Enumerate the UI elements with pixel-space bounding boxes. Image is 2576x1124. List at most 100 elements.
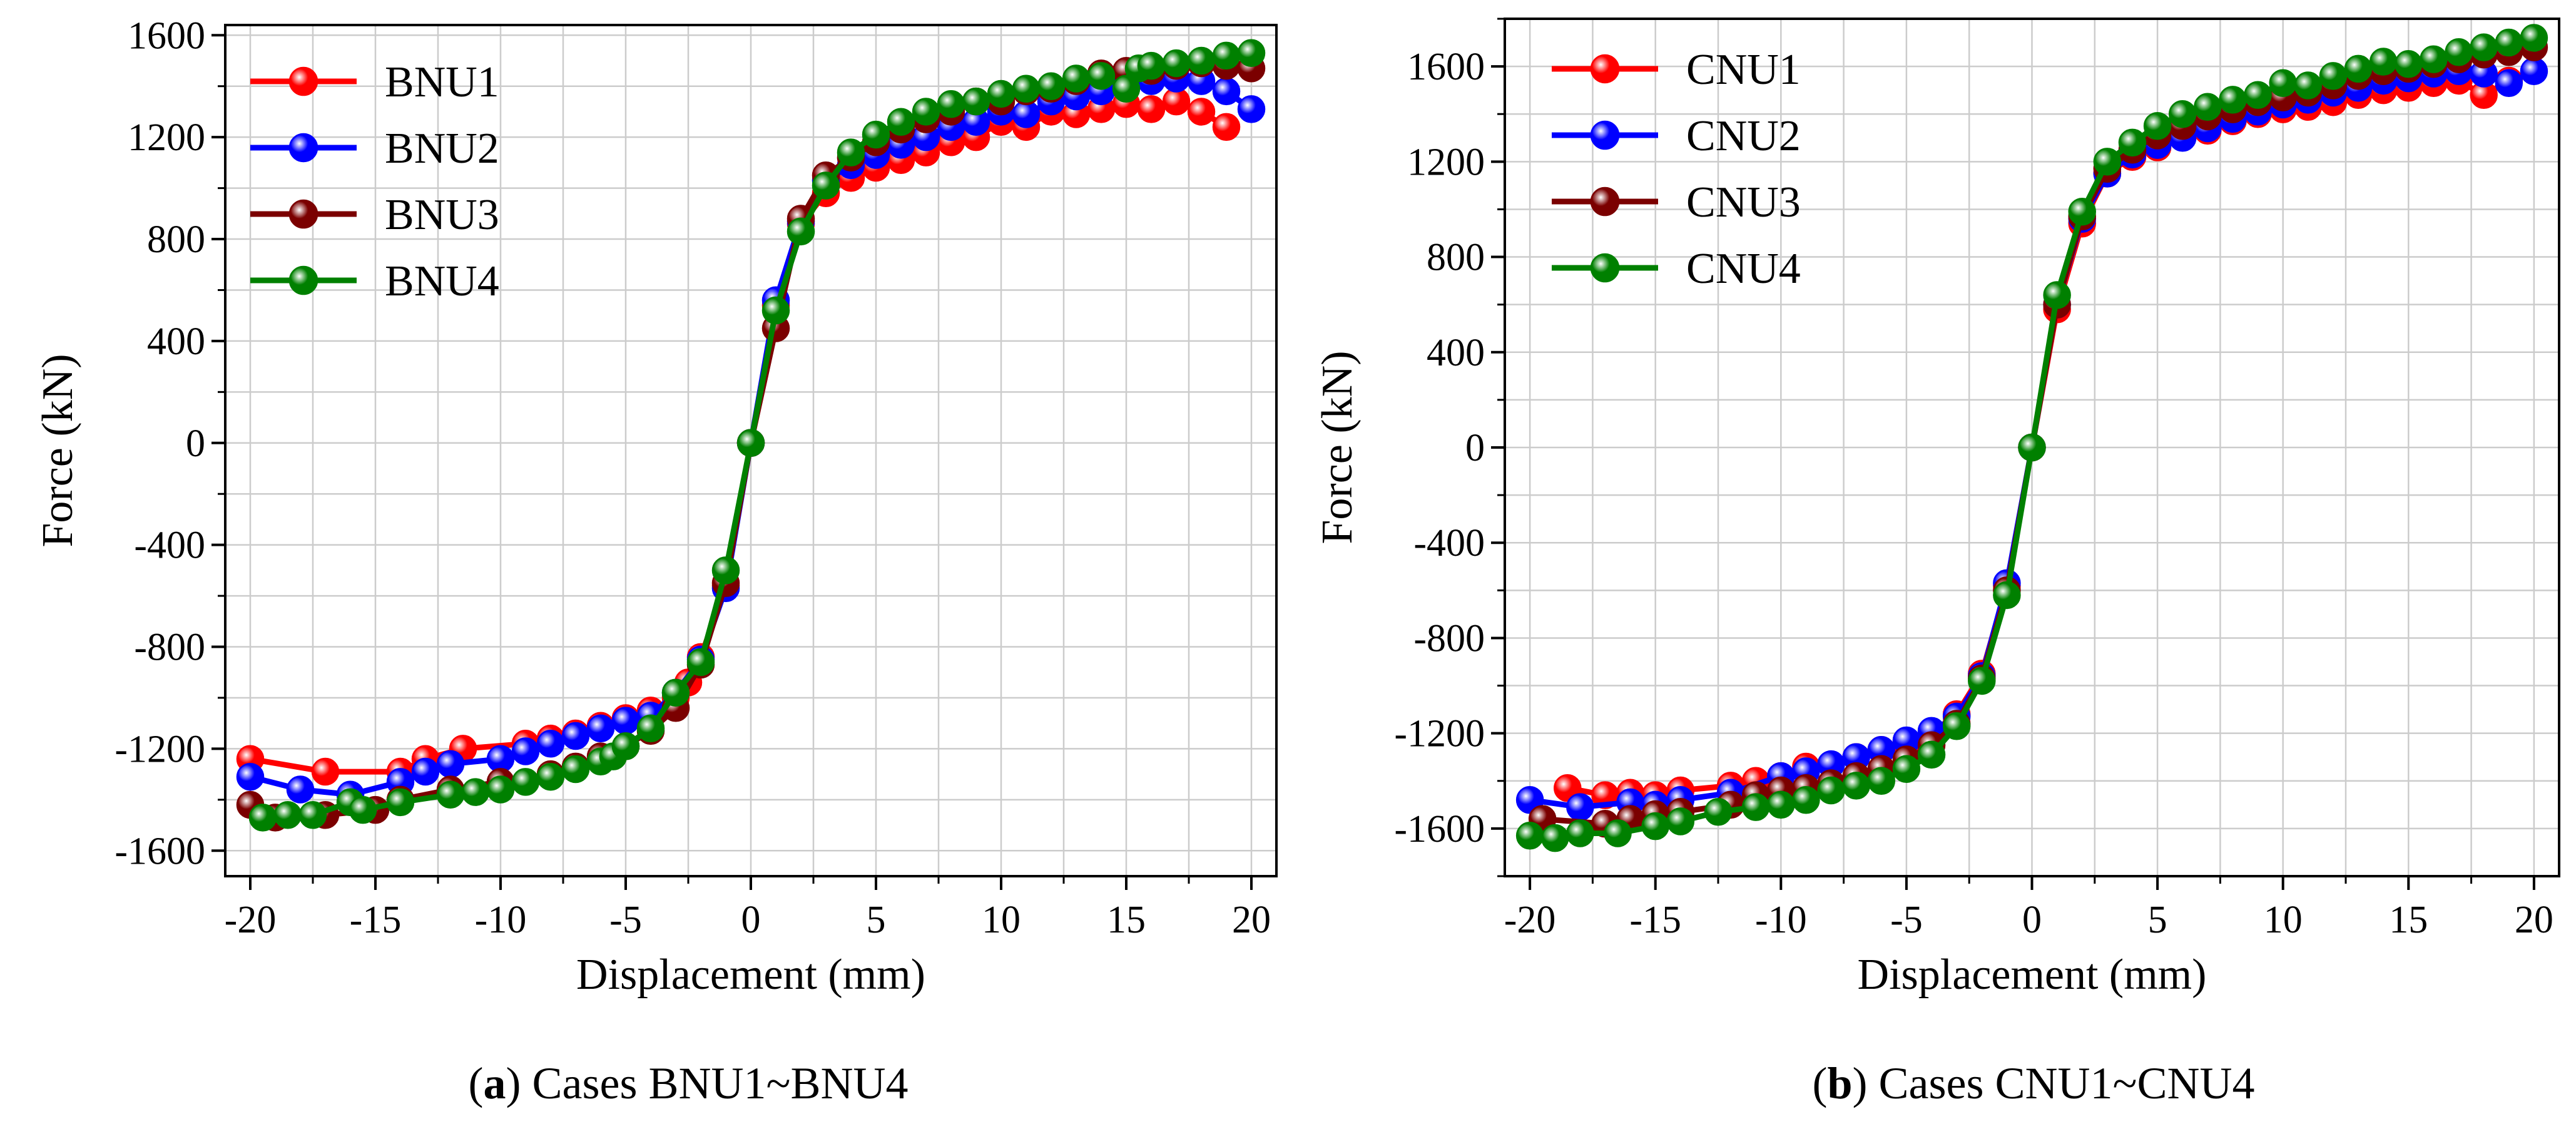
- y-tick-label: 400: [1427, 332, 1485, 374]
- x-tick-label: 0: [2022, 899, 2042, 941]
- legend-entry-CNU2: CNU2: [1552, 112, 1801, 160]
- legend-label: BNU4: [385, 257, 499, 305]
- data-point-BNU4: [461, 778, 490, 806]
- data-point-BNU2: [1212, 77, 1241, 106]
- y-tick-label: -1600: [1394, 808, 1485, 851]
- x-tick-label: -20: [1504, 899, 1556, 941]
- data-point-BNU4: [636, 714, 665, 743]
- data-point-BNU4: [536, 762, 565, 791]
- data-point-BNU4: [912, 98, 940, 126]
- caption-letter: b: [1827, 1058, 1852, 1108]
- x-tick-label: 20: [1232, 899, 1271, 941]
- data-point-BNU4: [511, 768, 540, 796]
- x-axis-label: Displacement (mm): [1858, 951, 2207, 999]
- x-tick-label: 10: [2264, 899, 2303, 941]
- data-point-CNU4: [1641, 812, 1669, 840]
- x-axis-label: Displacement (mm): [576, 951, 925, 999]
- y-tick-label: 1200: [128, 116, 205, 159]
- data-point-BNU4: [1237, 39, 1266, 68]
- data-point-CNU4: [2369, 48, 2398, 76]
- data-point-CNU4: [2395, 50, 2423, 78]
- chart-panel-a: -20 -15 -10 -5 0 5 10 15 20 -1600 -1200 -800 -400 0 40…: [34, 14, 1278, 1108]
- data-point-CNU4: [1917, 740, 1946, 769]
- legend-label: CNU4: [1686, 245, 1801, 293]
- y-axis-label: Force (kN): [1313, 350, 1362, 544]
- data-point-BNU1: [1212, 113, 1241, 141]
- x-tick-label: 5: [2148, 899, 2167, 941]
- x-tick-label: 0: [741, 899, 761, 941]
- legend-marker: [288, 265, 318, 295]
- legend-label: CNU2: [1686, 112, 1801, 160]
- data-point-BNU4: [1187, 46, 1216, 75]
- data-point-BNU4: [1162, 49, 1191, 78]
- data-point-CNU4: [2319, 62, 2348, 90]
- data-point-CNU4: [1842, 772, 1870, 800]
- y-tick-label: -1600: [115, 830, 205, 872]
- legend-marker: [288, 66, 318, 96]
- x-tick-label: 20: [2515, 899, 2553, 941]
- data-point-BNU2: [561, 722, 590, 750]
- legend-label: CNU1: [1686, 46, 1801, 94]
- data-point-BNU2: [236, 762, 265, 791]
- data-point-CNU4: [1993, 581, 2021, 610]
- x-tick-label: -15: [350, 899, 402, 941]
- y-tick-label: 0: [1465, 427, 1485, 469]
- data-point-BNU4: [349, 795, 377, 824]
- y-tick-label: 1600: [128, 14, 205, 57]
- data-point-BNU4: [1212, 41, 1241, 70]
- data-point-CNU4: [2420, 45, 2448, 73]
- data-point-BNU4: [298, 801, 327, 829]
- data-point-BNU2: [436, 750, 465, 779]
- data-point-CNU4: [2495, 28, 2523, 57]
- data-point-CNU4: [1767, 790, 1795, 819]
- data-point-BNU4: [436, 780, 465, 809]
- data-point-CNU4: [2093, 148, 2122, 176]
- data-point-CNU4: [2168, 100, 2197, 128]
- legend-entry-BNU1: BNU1: [250, 58, 499, 106]
- chart-panel-b: -20 -15 -10 -5 0 5 10 15 20 -1600 -1200 -800 -400 0 40…: [1313, 18, 2560, 1108]
- x-tick-label: 15: [2389, 899, 2428, 941]
- data-point-CNU4: [1892, 755, 1921, 783]
- data-point-CNU4: [2118, 128, 2147, 157]
- y-tick-label: -800: [1413, 617, 1485, 660]
- legend-label: CNU3: [1686, 178, 1801, 227]
- data-point-BNU4: [248, 804, 277, 832]
- data-point-CNU4: [2269, 69, 2297, 97]
- data-point-BNU2: [286, 775, 315, 804]
- data-point-BNU4: [686, 648, 715, 677]
- data-point-BNU1: [311, 757, 340, 786]
- x-tick-label: -5: [1890, 899, 1923, 941]
- data-point-BNU4: [862, 120, 890, 149]
- y-tick-label: 1200: [1407, 141, 1485, 183]
- data-point-BNU4: [1087, 62, 1116, 90]
- data-point-CNU4: [1741, 793, 1770, 821]
- data-point-CNU4: [2445, 38, 2473, 66]
- caption-close-paren: ): [506, 1058, 521, 1108]
- y-tick-label: 400: [147, 320, 205, 363]
- data-point-CNU4: [1515, 822, 1544, 850]
- data-point-BNU4: [661, 678, 690, 707]
- legend-entry-CNU3: CNU3: [1552, 178, 1801, 227]
- x-tick-label: -10: [1755, 899, 1807, 941]
- axis-ticks: -20 -15 -10 -5 0 5 10 15 20 -1600 -1200 -800 -400 0 40…: [1394, 18, 2553, 941]
- legend-label: BNU3: [385, 191, 499, 239]
- data-point-BNU4: [1112, 74, 1141, 103]
- x-tick-label: -20: [225, 899, 277, 941]
- data-point-CNU4: [1792, 785, 1820, 814]
- data-point-CNU4: [2043, 281, 2071, 309]
- series-BNU4: [248, 39, 1266, 832]
- y-tick-label: -1200: [115, 728, 205, 770]
- legend-label: BNU1: [385, 58, 499, 106]
- caption-open-paren: (: [469, 1058, 484, 1108]
- grid: [225, 25, 1276, 876]
- legend-marker: [1590, 186, 1620, 217]
- data-point-BNU4: [1012, 74, 1041, 103]
- data-point-CNU4: [1817, 776, 1845, 805]
- data-point-CNU4: [1968, 667, 1996, 695]
- data-point-BNU4: [761, 296, 790, 325]
- axis-ticks: -20 -15 -10 -5 0 5 10 15 20 -1600 -1200 -800 -400 0 40…: [115, 14, 1271, 941]
- data-point-CNU4: [2520, 24, 2548, 52]
- data-point-CNU4: [1604, 819, 1632, 847]
- data-point-CNU2: [1566, 793, 1594, 821]
